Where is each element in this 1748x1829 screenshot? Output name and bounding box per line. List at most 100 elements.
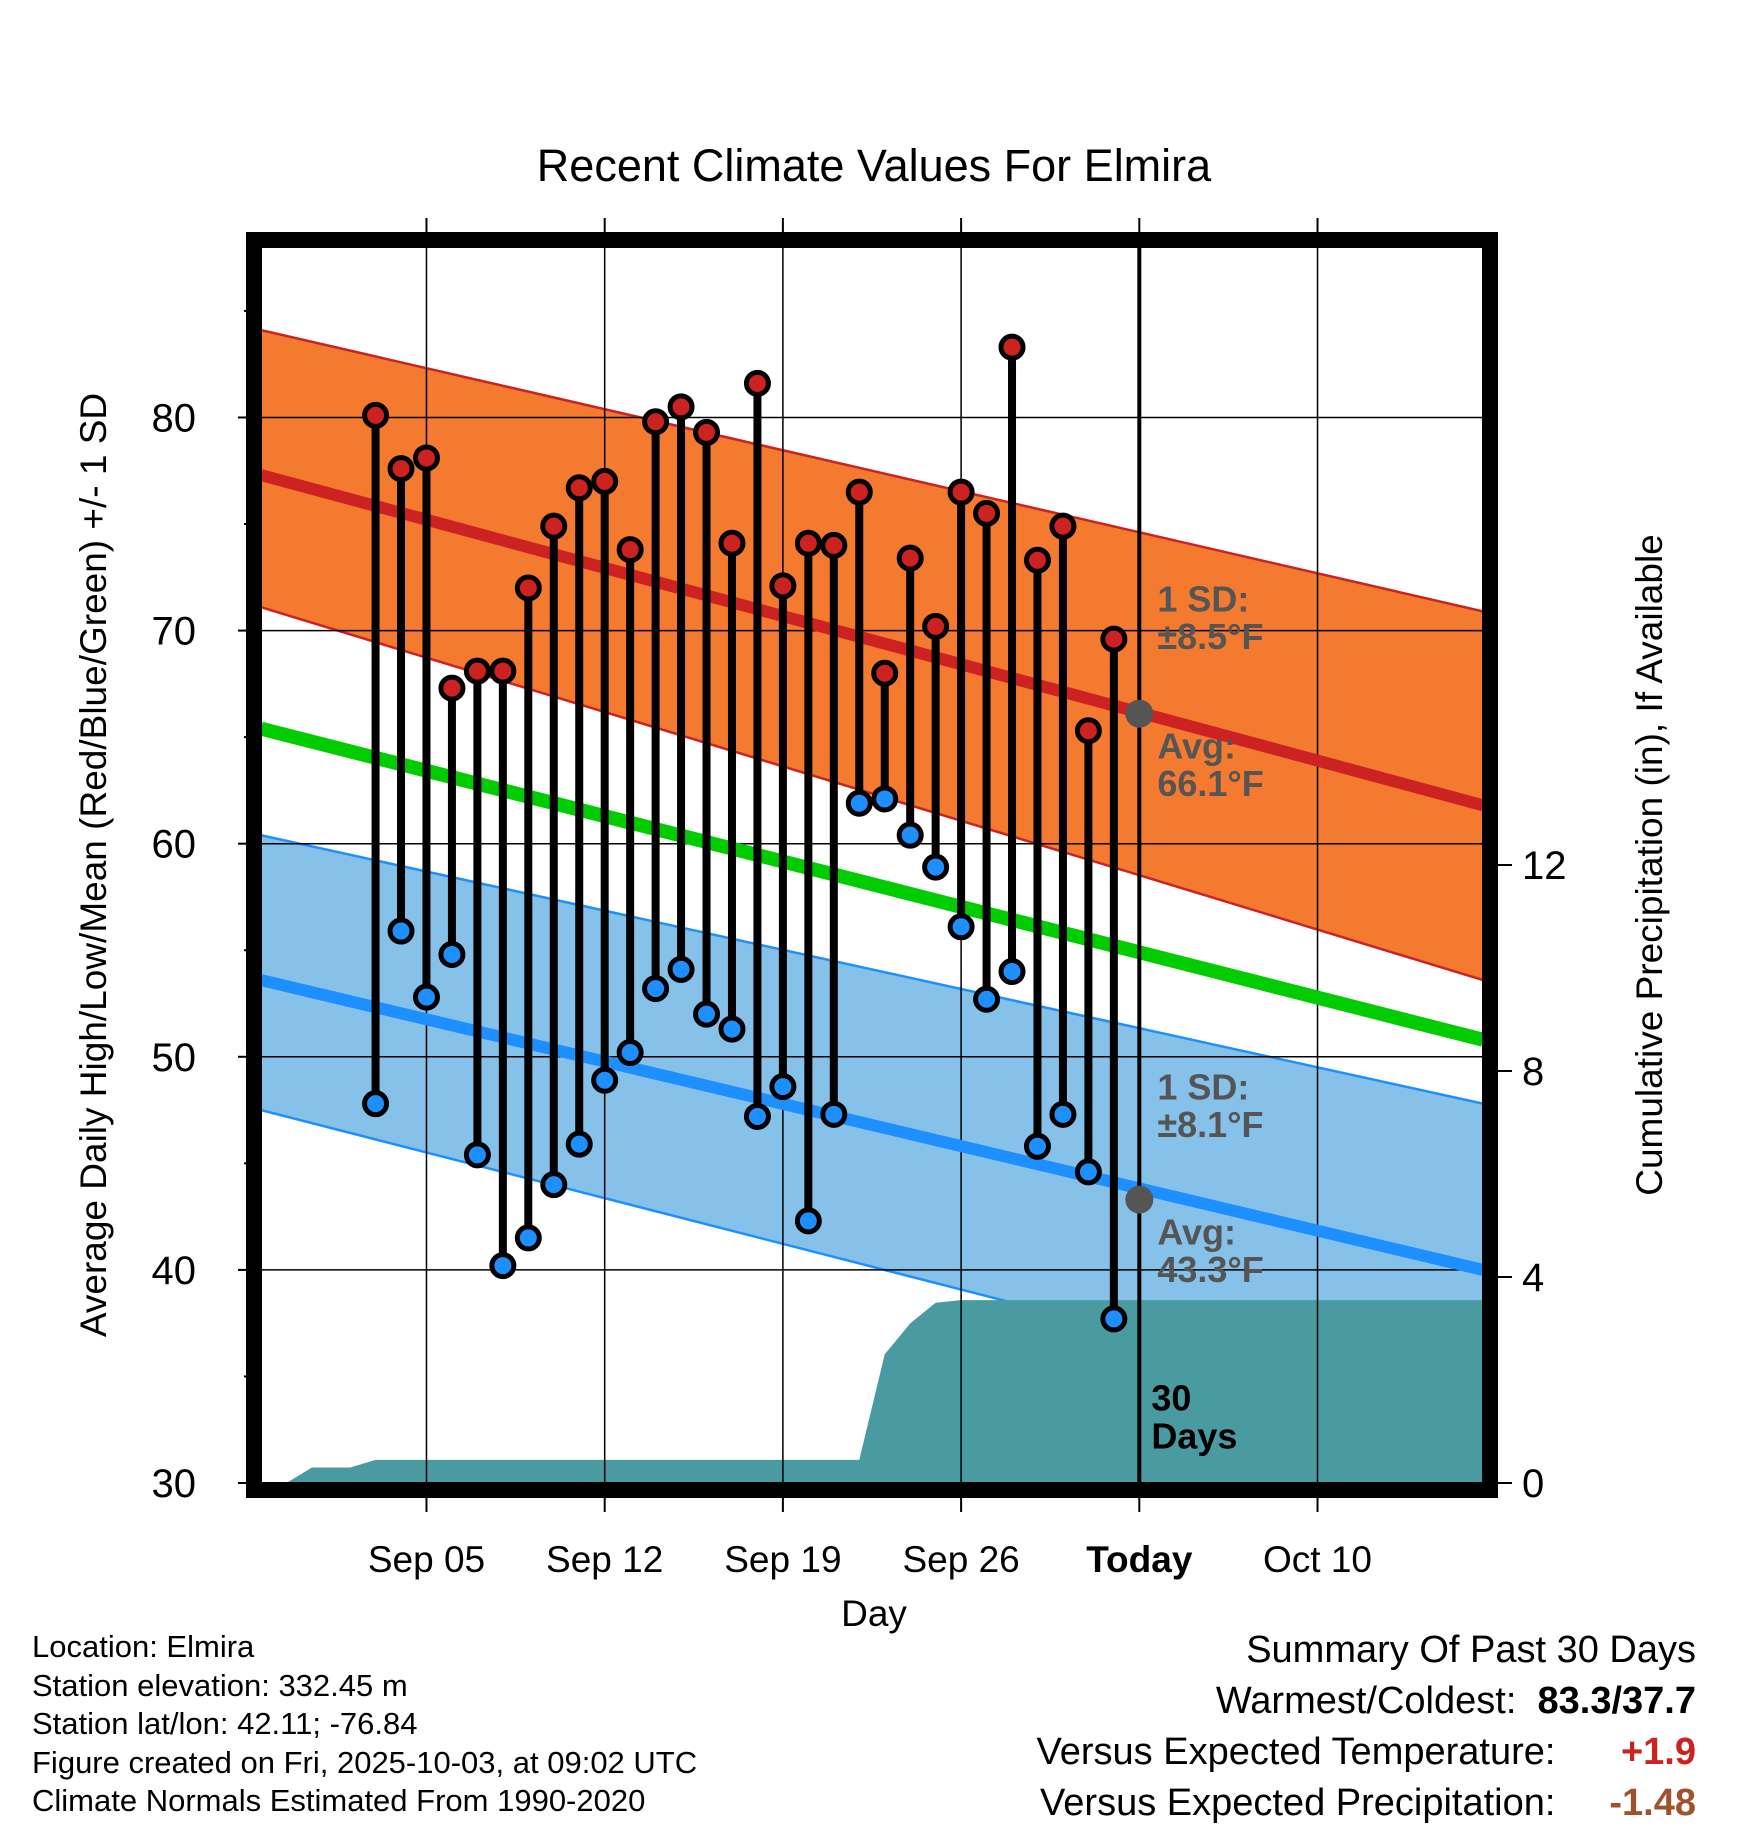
daily-low-point: [1023, 1132, 1051, 1160]
elevation-text: Station elevation: 332.45 m: [32, 1667, 408, 1703]
daily-high-point: [947, 478, 975, 506]
daily-high-point: [973, 499, 1001, 527]
axes: 30 40 50 60 70 80 0 4 8 12 Sep 05 Sep 12 Sep 19 Sep 2…: [152, 218, 1567, 1580]
x-axis-label: Day: [841, 1593, 907, 1634]
daily-high-point: [540, 512, 568, 540]
x-tick-label: Sep 26: [902, 1539, 1019, 1580]
daily-high-point: [1100, 625, 1128, 653]
daily-low-point: [667, 955, 695, 983]
daily-low-point: [973, 985, 1001, 1013]
today-low-marker: [1125, 1185, 1154, 1214]
daily-low-point: [743, 1102, 771, 1130]
daily-low-point: [871, 785, 899, 813]
daily-high-point: [718, 529, 746, 557]
daily-high-point: [1049, 512, 1077, 540]
daily-high-point: [514, 574, 542, 602]
warm-cold-label: Warmest/Coldest:: [1215, 1680, 1517, 1722]
temp-label: Versus Expected Temperature:: [1036, 1731, 1556, 1773]
daily-high-point: [896, 544, 924, 572]
daily-high-point: [591, 467, 619, 495]
warm-cold-row: Warmest/Coldest: 83.3/37.7: [1037, 1676, 1696, 1727]
daily-low-point: [1100, 1305, 1128, 1333]
y-tick-label: 60: [152, 823, 197, 867]
plot-area: 1 SD: ±8.5°F Avg: 66.1°F 1 SD: ±8.1°F Avg: 43.3…: [261, 247, 1483, 1483]
daily-low-point: [922, 853, 950, 881]
warm-cold-value: 83.3/37.7: [1537, 1680, 1696, 1722]
daily-high-point: [794, 529, 822, 557]
today-high-marker: [1125, 699, 1154, 728]
daily-low-point: [463, 1141, 491, 1169]
mean-normal-line: [261, 721, 1483, 1047]
daily-low-point: [642, 975, 670, 1003]
station-info: Location: Elmira Station elevation: 332.…: [32, 1628, 697, 1821]
y2-axis-label: Cumulative Precipitation (in), If Availa…: [1629, 534, 1670, 1196]
daily-low-point: [947, 913, 975, 941]
precip-value: -1.48: [1609, 1782, 1696, 1824]
daily-high-point: [769, 572, 797, 600]
y-tick-label: 80: [152, 396, 197, 440]
daily-low-point: [514, 1224, 542, 1252]
normals-period-text: Climate Normals Estimated From 1990-2020: [32, 1783, 646, 1818]
daily-high-point: [743, 369, 771, 397]
y2-tick-label: 8: [1522, 1050, 1544, 1094]
low-sd-annotation: 1 SD: ±8.1°F: [1157, 1066, 1263, 1145]
daily-low-point: [718, 1015, 746, 1043]
daily-low-point: [489, 1252, 517, 1280]
daily-high-point: [820, 531, 848, 559]
y-tick-label: 70: [152, 610, 197, 654]
high-sd-annotation: 1 SD: ±8.5°F: [1157, 578, 1263, 657]
daily-high-point: [489, 657, 517, 685]
daily-high-point: [845, 478, 873, 506]
y-axis-label: Average Daily High/Low/Mean (Red/Blue/Gr…: [73, 393, 114, 1337]
chart-title: Recent Climate Values For Elmira: [537, 140, 1212, 191]
daily-high-point: [693, 418, 721, 446]
daily-low-point: [540, 1171, 568, 1199]
y-tick-label: 50: [152, 1036, 197, 1080]
daily-low-point: [896, 821, 924, 849]
x-tick-label: Sep 19: [724, 1539, 841, 1580]
y2-tick-label: 0: [1522, 1462, 1544, 1506]
daily-low-point: [412, 983, 440, 1011]
daily-low-point: [616, 1039, 644, 1067]
daily-high-point: [463, 657, 491, 685]
today-days-label: 30 Days: [1151, 1378, 1237, 1457]
x-tick-label: Sep 05: [368, 1539, 485, 1580]
high-avg-annotation: Avg: 66.1°F: [1157, 725, 1263, 804]
summary-panel: Summary Of Past 30 Days Warmest/Coldest:…: [1037, 1625, 1696, 1829]
daily-high-point: [438, 674, 466, 702]
daily-low-point: [820, 1100, 848, 1128]
daily-high-point: [565, 474, 593, 502]
y2-tick-label: 12: [1522, 844, 1567, 888]
daily-high-point: [1023, 546, 1051, 574]
daily-low-point: [845, 789, 873, 817]
y2-tick-label: 4: [1522, 1256, 1544, 1300]
daily-high-point: [642, 408, 670, 436]
x-tick-label: Oct 10: [1263, 1539, 1372, 1580]
daily-low-point: [438, 941, 466, 969]
daily-high-point: [922, 612, 950, 640]
daily-high-point: [616, 536, 644, 564]
daily-low-point: [769, 1073, 797, 1101]
daily-low-point: [998, 958, 1026, 986]
y-tick-label: 30: [152, 1462, 197, 1506]
low-normal-line: [261, 974, 1483, 1276]
created-text: Figure created on Fri, 2025-10-03, at 09…: [32, 1744, 698, 1780]
low-sd-band-upper-edge: [261, 833, 1483, 1105]
daily-low-point: [1074, 1158, 1102, 1186]
daily-high-point: [998, 333, 1026, 361]
daily-low-point: [1049, 1100, 1077, 1128]
precip-label: Versus Expected Precipitation:: [1040, 1782, 1556, 1824]
summary-title: Summary Of Past 30 Days: [1246, 1629, 1696, 1671]
precipitation-area: [286, 1300, 1483, 1483]
temp-row: Versus Expected Temperature: +1.9: [1037, 1727, 1696, 1778]
high-normal-line: [261, 469, 1483, 812]
high-sd-band-upper-edge: [261, 328, 1483, 613]
x-tick-label: Sep 12: [546, 1539, 663, 1580]
daily-low-point: [794, 1207, 822, 1235]
daily-high-point: [387, 455, 415, 483]
daily-high-point: [871, 659, 899, 687]
y-tick-label: 40: [152, 1249, 197, 1293]
daily-low-point: [362, 1090, 390, 1118]
daily-low-point: [591, 1066, 619, 1094]
